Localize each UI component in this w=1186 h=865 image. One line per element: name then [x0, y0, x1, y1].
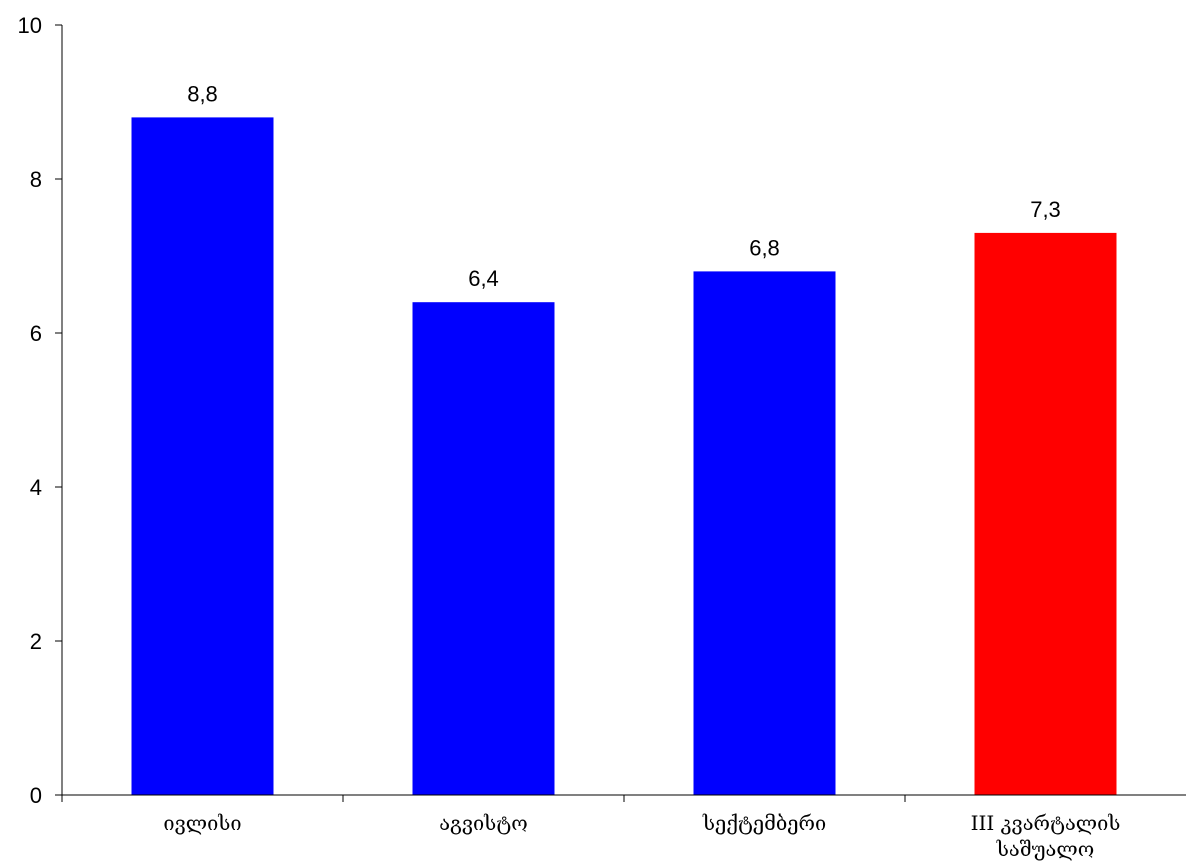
data-label-1: 8,8: [187, 81, 218, 106]
data-label-4: 7,3: [1030, 197, 1061, 222]
bar-3: [693, 271, 836, 795]
y-tick-label-0: 0: [30, 783, 42, 808]
axes-group: [55, 24, 1186, 802]
data-label-3: 6,8: [749, 235, 780, 260]
bar-1: [131, 117, 274, 795]
y-tick-label-4: 4: [30, 475, 42, 500]
y-tick-label-6: 6: [30, 321, 42, 346]
y-tick-label-8: 8: [30, 167, 42, 192]
y-tick-label-10: 10: [18, 13, 42, 38]
category-label-line: აგვისტო: [439, 811, 528, 835]
category-label-4: III კვარტალის საშუალო: [971, 811, 1121, 861]
category-label-line: სექტემბერი: [702, 811, 826, 835]
data-label-2: 6,4: [468, 266, 499, 291]
category-label-line: საშუალო: [996, 837, 1094, 861]
category-label-1: ივლისი: [163, 811, 241, 835]
category-label-3: სექტემბერი: [702, 811, 826, 835]
category-label-line: III კვარტალის: [971, 811, 1121, 835]
bars-group: [131, 117, 1117, 795]
labels-group: 8,8 6,4 6,8 7,3 0 2 4 6 8 10 ივლისი აგვისტო სექტემბე…: [18, 13, 1121, 861]
y-tick-label-2: 2: [30, 629, 42, 654]
category-label-line: ივლისი: [163, 811, 241, 835]
category-label-2: აგვისტო: [439, 811, 528, 835]
bar-4: [974, 232, 1117, 795]
bar-2: [412, 302, 555, 795]
